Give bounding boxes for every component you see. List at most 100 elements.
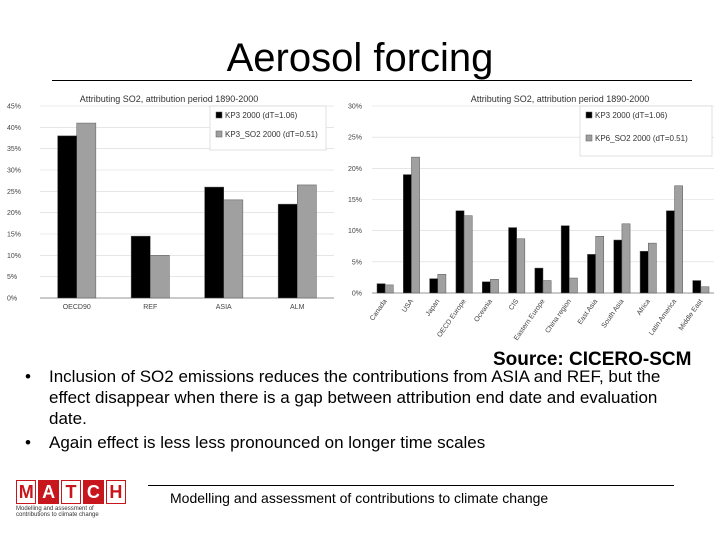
bar — [297, 184, 317, 299]
x-tick-label: East Asia — [577, 298, 600, 326]
legend-label: KP3_SO2 2000 (dT=0.51) — [225, 130, 318, 139]
y-tick-label: 45% — [7, 104, 21, 111]
bar — [508, 227, 517, 294]
source-label: Source: CICERO-SCM — [493, 349, 692, 370]
bar — [130, 235, 151, 299]
legend-label: KP3 2000 (dT=1.06) — [595, 111, 668, 120]
x-tick-label: Oceania — [473, 298, 494, 323]
chart-regional-contributions: Attributing SO2, attribution period 1890… — [7, 94, 334, 311]
bar — [560, 225, 570, 294]
logo-letter: M — [16, 480, 37, 504]
bar — [204, 186, 224, 299]
bar — [639, 250, 649, 294]
x-tick-label: ALM — [290, 304, 305, 311]
bar — [587, 254, 596, 294]
legend-box — [209, 105, 327, 151]
legend-swatch — [215, 111, 223, 119]
y-tick-label: 10% — [348, 228, 362, 235]
x-tick-label: OECD90 — [63, 304, 91, 311]
logo-letter: C — [83, 480, 104, 504]
y-tick-label: 30% — [348, 104, 362, 111]
bullet-text: Inclusion of SO2 emissions reduces the c… — [49, 367, 661, 428]
y-tick-label: 25% — [7, 189, 21, 196]
bar — [569, 277, 578, 294]
title-divider — [52, 80, 692, 81]
bar — [700, 286, 710, 294]
y-tick-label: 5% — [7, 274, 17, 281]
bar — [223, 199, 244, 299]
chart-title: Attributing SO2, attribution period 1890… — [471, 94, 650, 104]
chart-title: Attributing SO2, attribution period 1890… — [80, 94, 259, 104]
bar — [384, 284, 394, 294]
y-tick-label: 20% — [7, 210, 21, 217]
y-tick-label: 35% — [7, 146, 21, 153]
slide-title: Aerosol forcing — [226, 36, 494, 80]
bar — [621, 223, 631, 294]
legend-label: KP3 2000 (dT=1.06) — [225, 111, 298, 120]
x-tick-label: USA — [401, 298, 415, 314]
bar — [429, 278, 439, 294]
x-tick-label: Japan — [425, 298, 442, 318]
legend-box — [579, 105, 713, 157]
bar — [411, 156, 420, 294]
match-logo: M A T C H Modelling and assessment of co… — [16, 480, 127, 522]
logo-letter: H — [105, 480, 127, 504]
bar — [516, 238, 526, 294]
bar — [57, 135, 77, 299]
y-tick-label: 0% — [7, 296, 17, 303]
x-tick-label: South Asia — [601, 298, 626, 330]
y-tick-label: 5% — [352, 259, 362, 266]
bar — [455, 210, 465, 294]
bar — [150, 255, 170, 299]
bar — [666, 210, 675, 294]
bar — [403, 174, 412, 294]
x-tick-label: Latin America — [648, 298, 678, 337]
x-tick-label: Africa — [636, 298, 652, 317]
x-tick-label: OECD Europe — [436, 298, 467, 339]
x-tick-label: China region — [544, 298, 573, 335]
bullet-marker: • — [25, 367, 31, 386]
bar — [692, 280, 702, 294]
bar — [481, 281, 491, 294]
bar — [463, 215, 473, 294]
y-tick-label: 15% — [7, 232, 21, 239]
y-tick-label: 15% — [348, 197, 362, 204]
y-tick-label: 40% — [7, 125, 21, 132]
bar — [613, 239, 623, 294]
bar — [76, 122, 97, 299]
x-tick-label: ASIA — [216, 304, 232, 311]
footer-divider — [148, 485, 674, 486]
y-tick-label: 30% — [7, 168, 21, 175]
chart-country-contributions: Attributing SO2, attribution period 1890… — [348, 94, 714, 342]
x-tick-label: REF — [143, 304, 157, 311]
legend-swatch — [585, 134, 593, 142]
bullet-marker: • — [25, 433, 31, 452]
x-tick-label: CIS — [508, 298, 521, 312]
y-tick-label: 10% — [7, 253, 21, 260]
y-tick-label: 25% — [348, 135, 362, 142]
legend-swatch — [215, 130, 223, 138]
logo-tagline: Modelling and assessment of contribution… — [16, 506, 99, 518]
bullet-list: • Inclusion of SO2 emissions reduces the… — [22, 366, 682, 456]
bar — [595, 236, 605, 294]
legend-swatch — [585, 111, 593, 119]
y-tick-label: 0% — [352, 291, 362, 298]
logo-letter: T — [60, 480, 82, 504]
logo-letter: A — [38, 480, 59, 504]
x-tick-label: Middle East — [678, 298, 705, 332]
y-tick-label: 20% — [348, 166, 362, 173]
bullet-item: • Inclusion of SO2 emissions reduces the… — [22, 366, 682, 429]
bullet-text: Again effect is less less pronounced on … — [49, 433, 486, 452]
bar — [647, 242, 657, 294]
bar — [490, 279, 499, 294]
bullet-item: • Again effect is less less pronounced o… — [22, 432, 682, 453]
bar — [534, 267, 544, 294]
x-tick-label: Canada — [369, 298, 389, 322]
bar — [437, 274, 447, 294]
bar — [376, 283, 386, 294]
footer-text: Modelling and assessment of contribution… — [170, 490, 549, 506]
legend-label: KP6_SO2 2000 (dT=0.51) — [595, 134, 688, 143]
bar — [277, 203, 298, 299]
bar — [674, 185, 683, 294]
logo-letters: M A T C H — [16, 480, 127, 504]
